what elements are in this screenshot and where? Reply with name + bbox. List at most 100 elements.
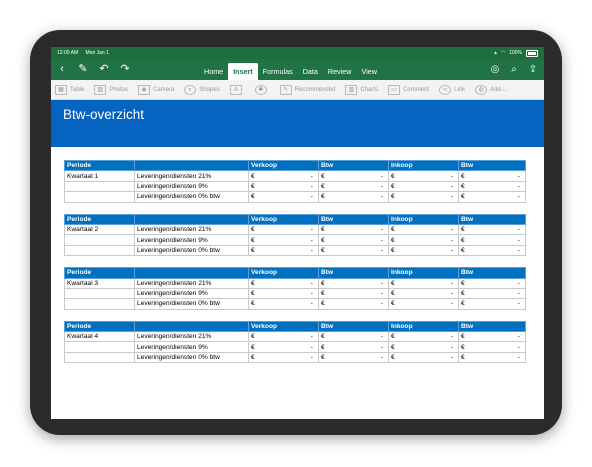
header-cell[interactable]: Inkoop	[388, 267, 459, 279]
period-cell[interactable]	[64, 244, 135, 257]
amount-cell[interactable]: € -	[318, 244, 389, 257]
header-cell[interactable]	[134, 320, 249, 333]
amount-cell[interactable]: € -	[318, 170, 389, 182]
amount-cell[interactable]: € -	[248, 170, 319, 182]
back-icon[interactable]: ‹	[60, 63, 64, 75]
header-cell[interactable]: Inkoop	[388, 159, 459, 172]
amount-cell[interactable]: € -	[248, 223, 319, 236]
header-cell[interactable]: Inkoop	[388, 320, 459, 333]
amount-cell[interactable]: € -	[318, 331, 389, 343]
amount-cell[interactable]: € -	[248, 341, 319, 353]
amount-cell[interactable]: € -	[458, 191, 526, 203]
description-cell[interactable]: Leveringen/diensten 21%	[134, 223, 249, 236]
amount-cell[interactable]: € -	[248, 277, 319, 289]
amount-cell[interactable]: € -	[248, 234, 319, 246]
amount-cell[interactable]: € -	[458, 298, 526, 310]
header-cell[interactable]: Periode	[64, 213, 135, 225]
amount-cell[interactable]: € -	[318, 287, 389, 300]
amount-cell[interactable]: € -	[248, 287, 319, 300]
description-cell[interactable]: Leveringen/diensten 9%	[134, 341, 249, 353]
period-cell[interactable]: Kwartaal 2	[64, 223, 135, 236]
header-cell[interactable]: Verkoop	[248, 320, 319, 333]
amount-cell[interactable]: € -	[318, 180, 389, 193]
drawing-button[interactable]: ✱	[254, 84, 270, 95]
amount-cell[interactable]: € -	[318, 298, 389, 310]
header-cell[interactable]: Periode	[64, 159, 135, 172]
header-cell[interactable]: Periode	[64, 320, 135, 333]
amount-cell[interactable]: € -	[388, 351, 459, 364]
header-cell[interactable]: Btw	[458, 320, 526, 333]
lightbulb-icon[interactable]: ◎	[490, 64, 500, 75]
header-cell[interactable]: Verkoop	[248, 159, 319, 172]
amount-cell[interactable]: € -	[458, 223, 526, 236]
tab-insert[interactable]: Insert	[228, 63, 258, 80]
header-cell[interactable]: Inkoop	[388, 213, 459, 225]
amount-cell[interactable]: € -	[248, 191, 319, 203]
camera-button[interactable]: ◙ Camera	[138, 84, 174, 95]
amount-cell[interactable]: € -	[458, 287, 526, 300]
amount-cell[interactable]: € -	[458, 180, 526, 193]
amount-cell[interactable]: € -	[388, 191, 459, 203]
period-cell[interactable]	[64, 287, 135, 300]
description-cell[interactable]: Leveringen/diensten 9%	[134, 234, 249, 246]
header-cell[interactable]: Btw	[318, 267, 389, 279]
undo-icon[interactable]: ↶	[99, 63, 109, 75]
amount-cell[interactable]: € -	[248, 351, 319, 364]
amount-cell[interactable]: € -	[388, 298, 459, 310]
amount-cell[interactable]: € -	[388, 341, 459, 353]
amount-cell[interactable]: € -	[458, 244, 526, 257]
tab-review[interactable]: Review	[327, 67, 352, 76]
period-cell[interactable]: Kwartaal 3	[64, 277, 135, 289]
header-cell[interactable]	[134, 213, 249, 225]
amount-cell[interactable]: € -	[248, 180, 319, 193]
header-cell[interactable]: Btw	[458, 159, 526, 172]
photos-button[interactable]: ▨ Photos	[94, 84, 128, 95]
header-cell[interactable]: Btw	[458, 267, 526, 279]
description-cell[interactable]: Leveringen/diensten 21%	[134, 170, 249, 182]
header-cell[interactable]: Btw	[318, 159, 389, 172]
period-cell[interactable]: Kwartaal 1	[64, 170, 135, 182]
redo-icon[interactable]: ↷	[120, 63, 130, 75]
amount-cell[interactable]: € -	[458, 341, 526, 353]
header-cell[interactable]: Verkoop	[248, 267, 319, 279]
amount-cell[interactable]: € -	[388, 331, 459, 343]
header-cell[interactable]	[134, 159, 249, 172]
amount-cell[interactable]: € -	[318, 341, 389, 353]
amount-cell[interactable]: € -	[318, 234, 389, 246]
amount-cell[interactable]: € -	[388, 170, 459, 182]
tab-home[interactable]: Home	[204, 67, 224, 76]
link-button[interactable]: ∞ Link	[439, 84, 465, 95]
period-cell[interactable]	[64, 234, 135, 246]
amount-cell[interactable]: € -	[318, 277, 389, 289]
charts-button[interactable]: ▥ Charts	[345, 84, 378, 95]
addins-button[interactable]: ◍ Add-...	[475, 84, 508, 95]
amount-cell[interactable]: € -	[318, 223, 389, 236]
amount-cell[interactable]: € -	[458, 331, 526, 343]
amount-cell[interactable]: € -	[458, 277, 526, 289]
table-button[interactable]: ▦ Table	[55, 84, 84, 95]
amount-cell[interactable]: € -	[388, 180, 459, 193]
description-cell[interactable]: Leveringen/diensten 21%	[134, 331, 249, 343]
description-cell[interactable]: Leveringen/diensten 0% btw	[134, 298, 249, 310]
description-cell[interactable]: Leveringen/diensten 0% btw	[134, 244, 249, 257]
shapes-button[interactable]: ◐ Shapes	[184, 84, 220, 95]
amount-cell[interactable]: € -	[318, 191, 389, 203]
file-edit-icon[interactable]: ✎	[78, 63, 88, 75]
comment-button[interactable]: ▭ Comment	[388, 84, 429, 95]
description-cell[interactable]: Leveringen/diensten 0% btw	[134, 351, 249, 364]
tab-data[interactable]: Data	[302, 67, 318, 76]
header-cell[interactable]: Periode	[64, 267, 135, 279]
period-cell[interactable]	[64, 191, 135, 203]
period-cell[interactable]	[64, 351, 135, 364]
share-icon[interactable]: ⇪	[528, 64, 538, 75]
amount-cell[interactable]: € -	[388, 223, 459, 236]
header-cell[interactable]	[134, 267, 249, 279]
amount-cell[interactable]: € -	[318, 351, 389, 364]
amount-cell[interactable]: € -	[248, 331, 319, 343]
header-cell[interactable]: Verkoop	[248, 213, 319, 225]
period-cell[interactable]	[64, 341, 135, 353]
tab-formulas[interactable]: Formulas	[262, 67, 293, 76]
header-cell[interactable]: Btw	[318, 213, 389, 225]
description-cell[interactable]: Leveringen/diensten 21%	[134, 277, 249, 289]
header-cell[interactable]: Btw	[458, 213, 526, 225]
